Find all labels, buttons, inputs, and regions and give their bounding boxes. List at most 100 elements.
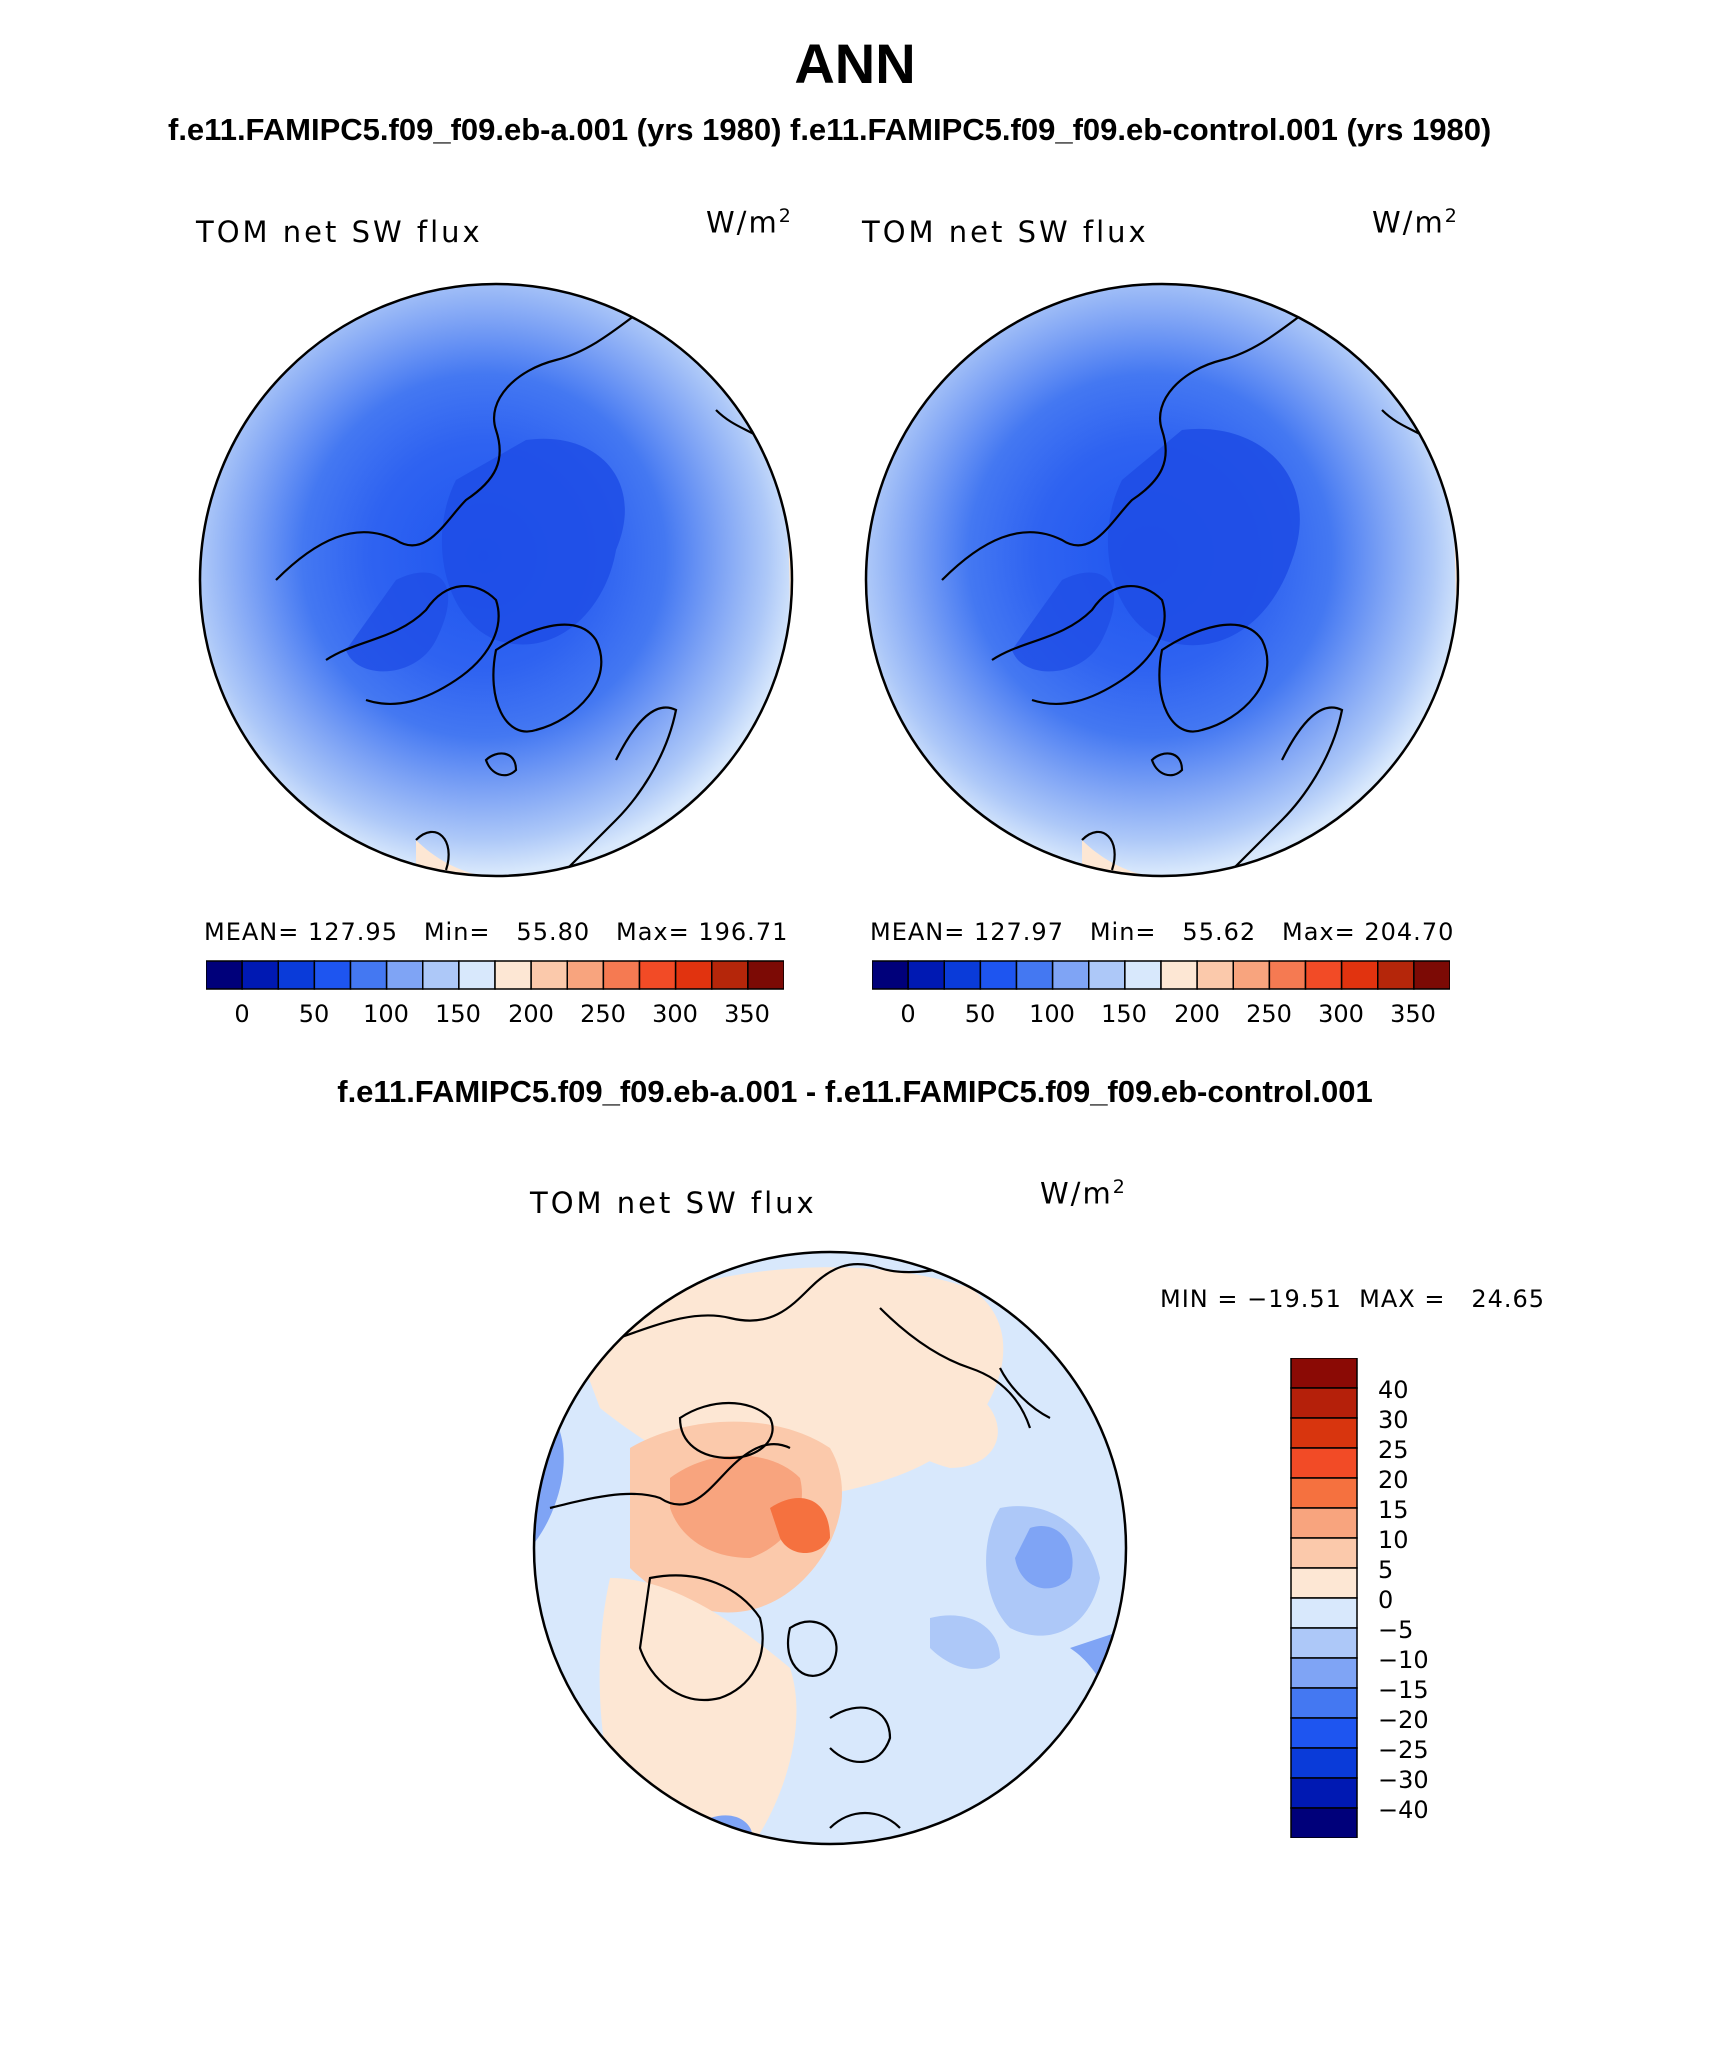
- colorbar-swatch: [1377, 960, 1415, 990]
- left-variable-label: TOM net SW flux: [196, 215, 483, 249]
- colorbar-swatch: [943, 960, 982, 990]
- colorbar-tick: 100: [1029, 1000, 1075, 1028]
- colorbar-swatch: [1290, 1777, 1358, 1809]
- colorbar-swatch: [494, 960, 532, 990]
- colorbar-tick: 20: [1378, 1466, 1409, 1494]
- left-case-title: f.e11.FAMIPC5.f09_f09.eb-a.001 (yrs 1980…: [168, 112, 782, 147]
- diff-variable-label: TOM net SW flux: [530, 1186, 817, 1220]
- colorbar-tick: 150: [1101, 1000, 1147, 1028]
- colorbar-tick: −20: [1378, 1706, 1429, 1734]
- colorbar-swatch: [1290, 1477, 1358, 1509]
- colorbar-tick: 15: [1378, 1496, 1409, 1524]
- colorbar-tick: 5: [1378, 1556, 1394, 1584]
- left-polar-map: [198, 282, 794, 878]
- colorbar-tick: 100: [363, 1000, 409, 1028]
- colorbar-swatch: [602, 960, 641, 990]
- right-case-title: f.e11.FAMIPC5.f09_f09.eb-control.001 (yr…: [790, 112, 1492, 147]
- colorbar-swatch: [711, 960, 749, 990]
- colorbar-tick: 0: [1378, 1586, 1394, 1614]
- colorbar-swatch: [1290, 1747, 1358, 1779]
- colorbar-swatch: [385, 960, 424, 990]
- difference-title: f.e11.FAMIPC5.f09_f09.eb-a.001 - f.e11.F…: [337, 1074, 1373, 1109]
- colorbar-swatch: [1290, 1807, 1358, 1838]
- right-polar-map: [864, 282, 1460, 878]
- colorbar-tick: 10: [1378, 1526, 1409, 1554]
- colorbar-tick: 250: [580, 1000, 626, 1028]
- left-colorbar: [206, 960, 784, 990]
- colorbar-tick: 300: [652, 1000, 698, 1028]
- left-stats: MEAN= 127.95 Min= 55.80 Max= 196.71: [204, 918, 789, 946]
- colorbar-tick: 40: [1378, 1376, 1409, 1404]
- diff-minmax: MIN = −19.51 MAX = 24.65: [1160, 1285, 1546, 1313]
- colorbar-tick: −25: [1378, 1736, 1429, 1764]
- colorbar-tick: 200: [1174, 1000, 1220, 1028]
- colorbar-tick: −30: [1378, 1766, 1429, 1794]
- colorbar-swatch: [530, 960, 569, 990]
- coastlines: [275, 299, 777, 876]
- colorbar-tick: 0: [234, 1000, 250, 1028]
- colorbar-swatch: [638, 960, 677, 990]
- colorbar-swatch: [313, 960, 352, 990]
- colorbar-tick: 250: [1246, 1000, 1292, 1028]
- colorbar-swatch: [1015, 960, 1054, 990]
- coastlines: [549, 1256, 1121, 1829]
- colorbar-swatch: [1088, 960, 1126, 990]
- colorbar-swatch: [1290, 1597, 1358, 1629]
- colorbar-swatch: [1290, 1717, 1358, 1749]
- colorbar-tick: 350: [1390, 1000, 1436, 1028]
- difference-colorbar-ticks: 40 30 25 20 15 10 5 0 −5 −10 −15 −20 −25…: [1378, 1358, 1498, 1838]
- colorbar-swatch: [458, 960, 496, 990]
- colorbar-swatch: [1290, 1627, 1358, 1659]
- right-units-label: W/m2: [1372, 205, 1459, 240]
- colorbar-tick: 30: [1378, 1406, 1409, 1434]
- colorbar-swatch: [1232, 960, 1271, 990]
- colorbar-tick: 25: [1378, 1436, 1409, 1464]
- colorbar-swatch: [566, 960, 605, 990]
- colorbar-swatch: [1290, 1358, 1358, 1389]
- colorbar-tick: 350: [724, 1000, 770, 1028]
- colorbar-swatch: [422, 960, 460, 990]
- colorbar-tick: 50: [298, 1000, 330, 1028]
- right-stats: MEAN= 127.97 Min= 55.62 Max= 204.70: [870, 918, 1455, 946]
- diff-units-label: W/m2: [1040, 1176, 1127, 1211]
- colorbar-swatch: [1290, 1567, 1358, 1599]
- right-colorbar-ticks: 0 50 100 150 200 250 300 350: [872, 1000, 1450, 1030]
- colorbar-swatch: [1413, 960, 1450, 990]
- colorbar-swatch: [674, 960, 713, 990]
- colorbar-swatch: [241, 960, 280, 990]
- colorbar-swatch: [1290, 1507, 1358, 1539]
- coastlines: [941, 299, 1443, 876]
- left-colorbar-ticks: 0 50 100 150 200 250 300 350: [206, 1000, 784, 1030]
- colorbar-swatch: [1340, 960, 1379, 990]
- colorbar-swatch: [277, 960, 316, 990]
- colorbar-tick: −15: [1378, 1676, 1429, 1704]
- colorbar-swatch: [349, 960, 388, 990]
- colorbar-tick: 300: [1318, 1000, 1364, 1028]
- colorbar-swatch: [1290, 1417, 1358, 1449]
- colorbar-tick: 150: [435, 1000, 481, 1028]
- colorbar-swatch: [979, 960, 1018, 990]
- colorbar-tick: 200: [508, 1000, 554, 1028]
- colorbar-tick: 0: [900, 1000, 916, 1028]
- colorbar-swatch: [206, 960, 243, 990]
- colorbar-swatch: [1051, 960, 1090, 990]
- colorbar-swatch: [1160, 960, 1198, 990]
- colorbar-swatch: [872, 960, 909, 990]
- colorbar-swatch: [1290, 1537, 1358, 1569]
- colorbar-swatch: [1268, 960, 1307, 990]
- colorbar-swatch: [1304, 960, 1343, 990]
- colorbar-tick: 50: [964, 1000, 996, 1028]
- colorbar-swatch: [1290, 1387, 1358, 1419]
- colorbar-tick: −5: [1378, 1616, 1414, 1644]
- colorbar-tick: −40: [1378, 1796, 1429, 1824]
- colorbar-swatch: [1290, 1687, 1358, 1719]
- right-colorbar: [872, 960, 1450, 990]
- colorbar-swatch: [1196, 960, 1235, 990]
- colorbar-swatch: [907, 960, 946, 990]
- colorbar-swatch: [747, 960, 784, 990]
- colorbar-tick: −10: [1378, 1646, 1429, 1674]
- right-variable-label: TOM net SW flux: [862, 215, 1149, 249]
- colorbar-swatch: [1124, 960, 1162, 990]
- difference-colorbar: [1290, 1358, 1358, 1838]
- difference-polar-map: [532, 1250, 1128, 1846]
